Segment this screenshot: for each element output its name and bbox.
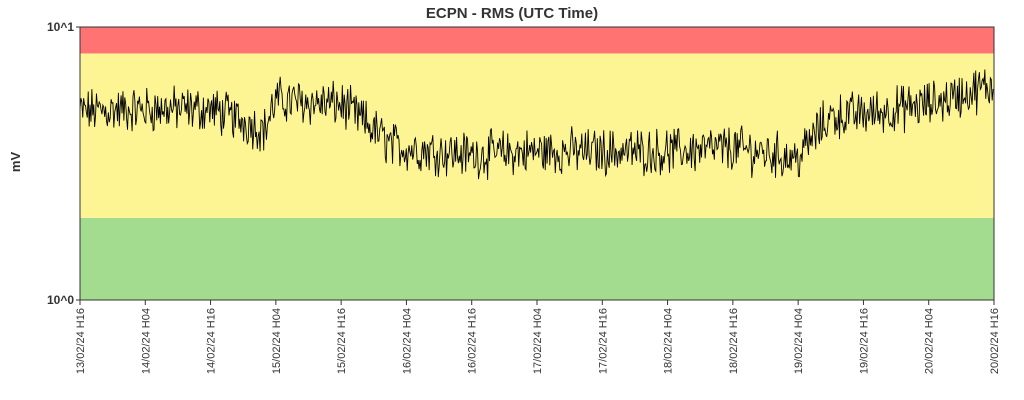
series-layer [79,69,995,181]
x-tick-label: 15/02/24 H04 [271,308,283,374]
band-0 [80,217,994,300]
x-tick-label: 18/02/24 H16 [728,308,740,374]
x-tick-label: 16/02/24 H04 [401,308,413,374]
y-ticks: 10^0 10^1 [47,20,80,307]
band-1 [80,53,994,218]
y-tick-label: 10^1 [47,20,74,34]
x-tick-label: 20/02/24 H16 [989,308,1001,374]
rms-series-line [79,69,995,181]
x-tick-label: 13/02/24 H16 [75,308,87,374]
x-tick-label: 20/02/24 H04 [924,308,936,374]
threshold-bands [80,27,994,300]
y-axis-label: mV [8,152,23,173]
x-tick-label: 14/02/24 H04 [140,308,152,374]
x-tick-label: 17/02/24 H04 [532,308,544,374]
x-tick-label: 15/02/24 H16 [336,308,348,374]
x-tick-label: 18/02/24 H04 [663,308,675,374]
y-tick-label: 10^0 [47,293,74,307]
x-tick-label: 19/02/24 H04 [793,308,805,374]
x-tick-label: 14/02/24 H16 [206,308,218,374]
x-ticks: 13/02/24 H16 14/02/24 H04 14/02/24 H16 15/0… [75,300,1001,374]
x-tick-label: 17/02/24 H16 [597,308,609,374]
x-tick-label: 16/02/24 H16 [467,308,479,374]
x-tick-label: 19/02/24 H16 [858,308,870,374]
band-2 [80,27,994,54]
chart-title: ECPN - RMS (UTC Time) [426,5,598,22]
